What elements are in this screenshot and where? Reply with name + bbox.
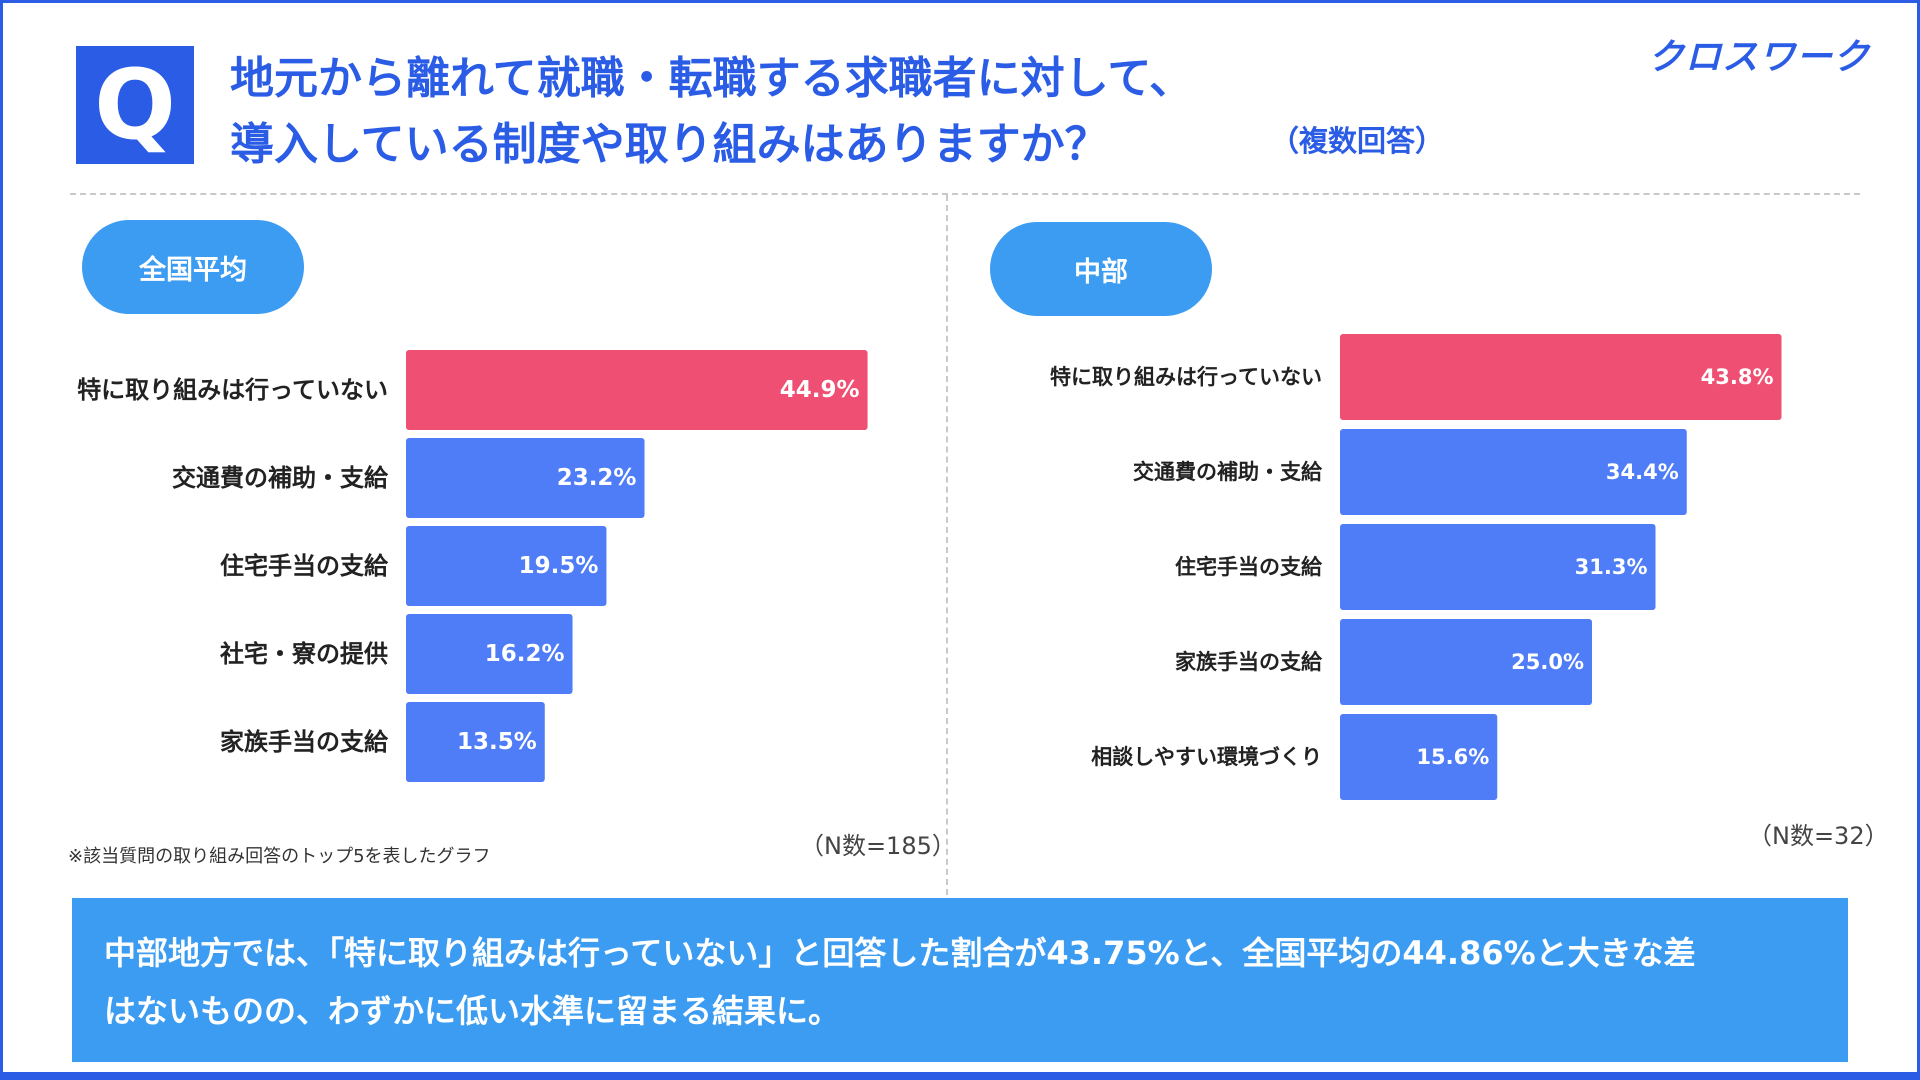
bar [406,438,645,518]
chubu-pill: 中部 [990,222,1212,316]
category-label: 社宅・寮の提供 [220,640,388,668]
bar [1340,429,1687,515]
summary-box: 中部地方では、「特に取り組みは行っていない」と回答した割合が43.75%と、全国… [72,898,1848,1062]
value-label: 44.9% [780,377,860,403]
value-label: 23.2% [557,465,637,491]
bar [406,526,607,606]
national-sample-size: （N数=185） [800,832,956,860]
value-label: 19.5% [519,553,599,579]
multiple-answer-note: （複数回答） [1270,124,1445,158]
brand-logo: クロスワーク [1647,37,1870,78]
bar [406,350,868,430]
question-title-line-2: 導入している制度や取り組みはありますか？ [230,119,1109,170]
category-label: 特に取り組みは行っていない [77,376,388,404]
category-label: 家族手当の支給 [220,728,389,756]
category-label: 交通費の補助・支給 [1133,460,1323,484]
summary-line-2: はないものの、わずかに低い水準に留まる結果に。 [104,992,841,1030]
national-average-chart: 特に取り組みは行っていない 44.9% 交通費の補助・支給 23.2% 住宅手当の支給 1… [77,350,868,782]
bar [406,614,573,694]
question-badge: Q [76,46,194,164]
bar [1340,619,1592,705]
category-label: 特に取り組みは行っていない [1050,365,1322,389]
value-label: 43.8% [1701,365,1774,389]
value-label: 25.0% [1511,650,1584,674]
bar [1340,714,1498,800]
value-label: 15.6% [1416,745,1489,769]
chart-footnote: ※該当質問の取り組み回答のトップ5を表したグラフ [68,846,491,867]
bar [1340,524,1656,610]
value-label: 34.4% [1606,460,1679,484]
question-title: 地元から離れて就職・転職する求職者に対して、 導入している制度や取り組みはありま… [230,46,1193,178]
question-title-line-1: 地元から離れて就職・転職する求職者に対して、 [230,53,1194,104]
chubu-chart: 特に取り組みは行っていない 43.8% 交通費の補助・支給 34.4% 住宅手当の支給 3… [1050,334,1782,800]
category-label: 住宅手当の支給 [220,552,389,580]
category-label: 家族手当の支給 [1175,650,1323,674]
value-label: 31.3% [1575,555,1648,579]
chubu-sample-size: （N数=32） [1748,822,1889,850]
value-label: 16.2% [485,641,565,667]
category-label: 相談しやすい環境づくり [1091,745,1322,769]
panel-divider [946,195,948,895]
header-divider [70,193,1860,195]
value-label: 13.5% [457,729,537,755]
national-average-pill: 全国平均 [82,220,304,314]
bar [406,702,545,782]
summary-line-1: 中部地方では、「特に取り組みは行っていない」と回答した割合が43.75%と、全国… [104,934,1696,972]
bar [1340,334,1782,420]
category-label: 交通費の補助・支給 [172,464,389,492]
category-label: 住宅手当の支給 [1175,555,1323,579]
